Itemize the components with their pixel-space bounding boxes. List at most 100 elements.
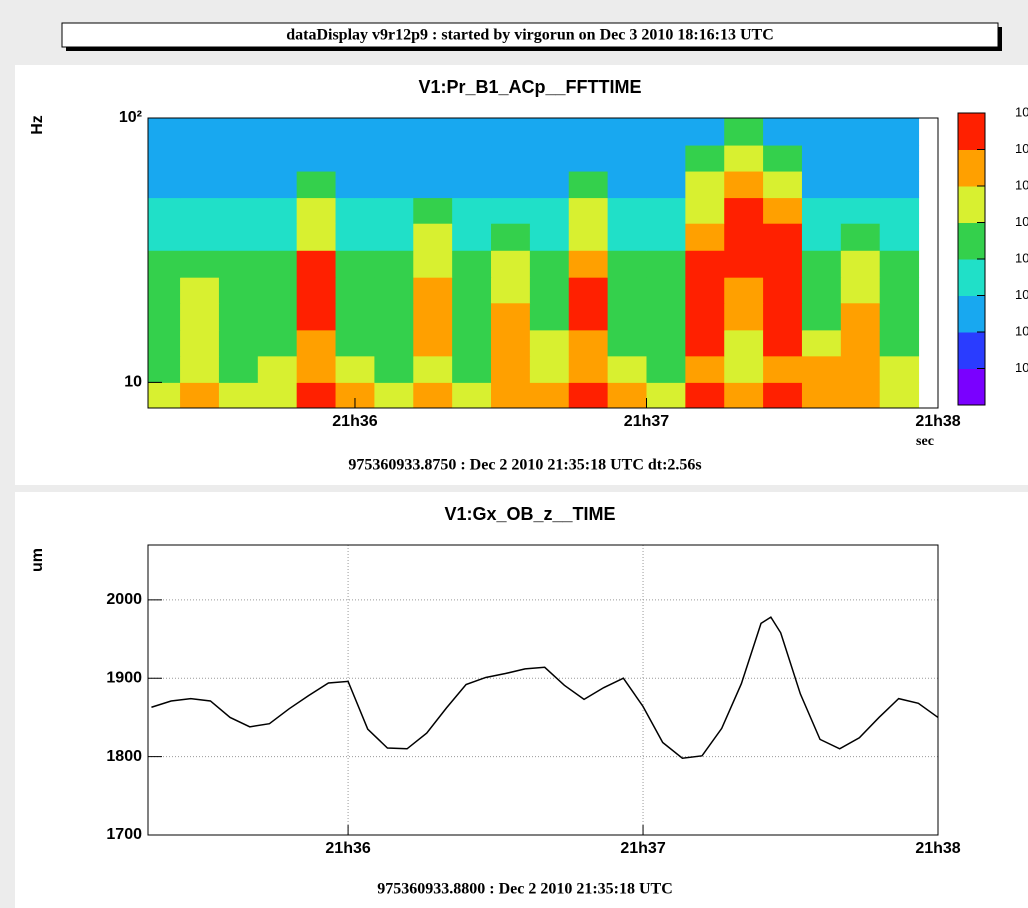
heatmap-cell: [257, 329, 298, 357]
heatmap-cell: [568, 277, 609, 304]
heatmap-cell: [801, 223, 842, 251]
heatmap-cell: [452, 382, 492, 408]
heatmap-cell: [646, 302, 686, 331]
heatmap-cell: [879, 302, 920, 331]
heatmap-cell: [452, 277, 492, 304]
heatmap-cell: [374, 145, 414, 172]
heatmap-cell: [257, 223, 298, 251]
heatmap-cell: [685, 118, 725, 146]
heatmap-cell: [724, 118, 764, 146]
heatmap-cell: [180, 250, 220, 278]
heatmap-cell: [257, 145, 298, 172]
heatmap-cell: [148, 250, 181, 278]
heatmap-cell: [335, 329, 375, 357]
colorbar-label: 10: [1015, 141, 1028, 156]
heatmap-cell: [840, 355, 881, 383]
heatmap-cell: [413, 145, 453, 172]
heatmap-cell: [724, 250, 764, 278]
heatmap-cell: [724, 355, 764, 383]
heatmap-cell: [879, 329, 920, 357]
heatmap-cell: [180, 197, 220, 224]
heatmap-cell: [568, 302, 609, 331]
colorbar-band: [958, 332, 985, 369]
header-title: dataDisplay v9r12p9 : started by virgoru…: [286, 27, 774, 44]
heatmap-cell: [452, 250, 492, 278]
heatmap-cell: [148, 302, 181, 331]
footer: 975360933.8800 : Dec 2 2010 21:35:18 UTC: [377, 881, 673, 898]
heatmap-cell: [413, 171, 453, 199]
plot-frame: [147, 544, 939, 836]
colorbar-band: [958, 295, 985, 333]
heatmap-cell: [879, 171, 920, 199]
chart-title: V1:Gx_OB_z__TIME: [444, 504, 615, 524]
heatmap-cell: [607, 171, 647, 199]
heatmap-cell: [180, 329, 220, 357]
heatmap-cell: [335, 171, 375, 199]
heatmap-cell: [879, 197, 920, 224]
heatmap-cell: [374, 250, 414, 278]
heatmap-cell: [801, 197, 842, 224]
plot-frame: [147, 117, 939, 409]
heatmap-cell: [801, 277, 842, 304]
heatmap-cell: [763, 223, 803, 251]
colorbar-band: [958, 149, 985, 187]
y-tick-label: 1900: [106, 669, 142, 686]
heatmap-cell: [491, 197, 531, 224]
heatmap-cell: [413, 302, 453, 331]
heatmap-cell: [491, 223, 531, 251]
heatmap-cell: [335, 250, 375, 278]
heatmap-cell: [180, 223, 220, 251]
heatmap-cell: [801, 171, 842, 199]
heatmap-cell: [452, 171, 492, 199]
heatmap-cell: [763, 171, 803, 199]
heatmap-cell: [840, 118, 881, 146]
heatmap-cell: [529, 197, 570, 224]
heatmap-cell: [335, 197, 375, 224]
heatmap-cell: [646, 171, 686, 199]
heatmap-cell: [180, 355, 220, 383]
heatmap-cell: [607, 382, 647, 408]
heatmap-cell: [180, 145, 220, 172]
heatmap-cell: [296, 250, 337, 278]
heatmap-cell: [180, 277, 220, 304]
heatmap-cell: [724, 382, 764, 408]
heatmap-cell: [180, 382, 220, 408]
heatmap-cell: [148, 145, 181, 172]
heatmap-cell: [685, 197, 725, 224]
heatmap-cell: [529, 302, 570, 331]
heatmap-cell: [218, 277, 259, 304]
heatmap-cell: [529, 223, 570, 251]
heatmap-cell: [148, 382, 181, 408]
heatmap-cell: [840, 382, 881, 408]
heatmap-cell: [685, 355, 725, 383]
heatmap-cell: [879, 145, 920, 172]
heatmap-cell: [646, 197, 686, 224]
heatmap-cell: [148, 171, 181, 199]
colorbar-label: 10: [1015, 287, 1028, 302]
heatmap-cell: [801, 302, 842, 331]
heatmap-cell: [724, 145, 764, 172]
heatmap-cell: [218, 382, 259, 408]
heatmap-cell: [840, 302, 881, 331]
bottom-panel: [15, 492, 1028, 908]
colorbar-label: 10: [1015, 323, 1028, 338]
heatmap-cell: [374, 382, 414, 408]
heatmap-cell: [257, 197, 298, 224]
heatmap-cell: [491, 302, 531, 331]
heatmap-cell: [607, 223, 647, 251]
heatmap-cell: [763, 118, 803, 146]
heatmap-cell: [801, 118, 842, 146]
heatmap-cell: [529, 382, 570, 408]
heatmap-cell: [568, 197, 609, 224]
heatmap-cell: [374, 302, 414, 331]
heatmap-cell: [257, 302, 298, 331]
heatmap-cell: [452, 355, 492, 383]
heatmap-cell: [646, 118, 686, 146]
heatmap-cell: [374, 171, 414, 199]
heatmap-cell: [218, 302, 259, 331]
heatmap-cell: [840, 250, 881, 278]
heatmap-cell: [257, 118, 298, 146]
heatmap-cell: [568, 145, 609, 172]
colorbar-band: [958, 222, 985, 260]
heatmap-cell: [724, 329, 764, 357]
